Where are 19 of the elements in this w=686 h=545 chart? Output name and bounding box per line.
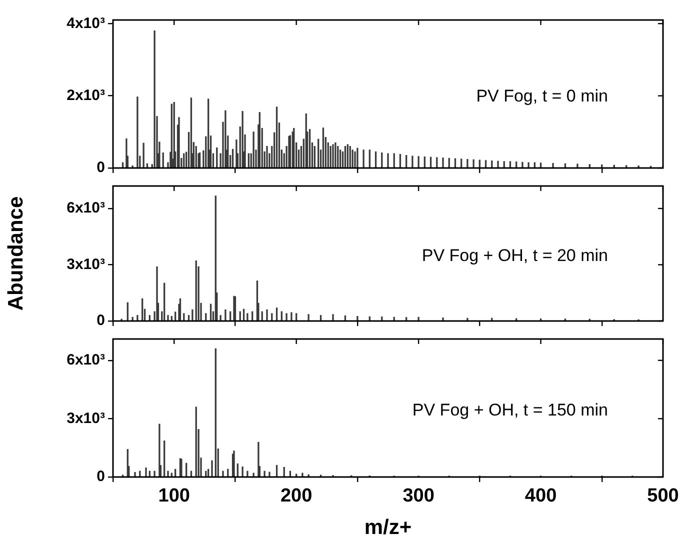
y-tick-label: 6x10³ <box>66 200 105 217</box>
x-tick-label: 100 <box>158 486 190 507</box>
y-tick-label: 0 <box>96 468 105 486</box>
annotation: PV Fog + OH, t = 20 min <box>422 246 608 265</box>
x-tick-label: 400 <box>524 486 557 507</box>
y-tick-label: 4x10³ <box>66 14 105 32</box>
y-tick-label: 3x10³ <box>66 256 105 273</box>
x-tick-label: 200 <box>280 486 312 507</box>
annotation: PV Fog, t = 0 min <box>476 86 608 106</box>
y-tick-label: 6x10³ <box>66 352 105 369</box>
y-tick-label: 3x10³ <box>66 410 105 427</box>
x-tick-label: 300 <box>402 486 434 507</box>
y-tick-label: 0 <box>96 312 105 330</box>
x-axis-title: m/z+ <box>364 516 412 540</box>
y-axis-title: Abundance <box>4 196 28 311</box>
x-tick-label: 500 <box>647 486 679 507</box>
y-tick-label: 0 <box>96 159 105 176</box>
annotation: PV Fog + OH, t = 150 min <box>412 400 608 420</box>
y-tick-label: 2x10³ <box>66 86 105 104</box>
